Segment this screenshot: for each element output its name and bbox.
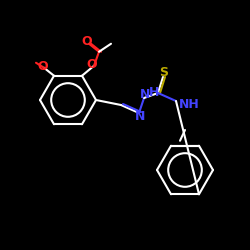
Text: H: H (149, 86, 160, 98)
Text: O: O (38, 60, 48, 73)
Text: N: N (140, 88, 150, 101)
Text: S: S (160, 66, 168, 80)
Text: O: O (87, 58, 97, 71)
Text: N: N (135, 110, 145, 122)
Text: O: O (82, 35, 92, 48)
Text: NH: NH (179, 98, 200, 110)
